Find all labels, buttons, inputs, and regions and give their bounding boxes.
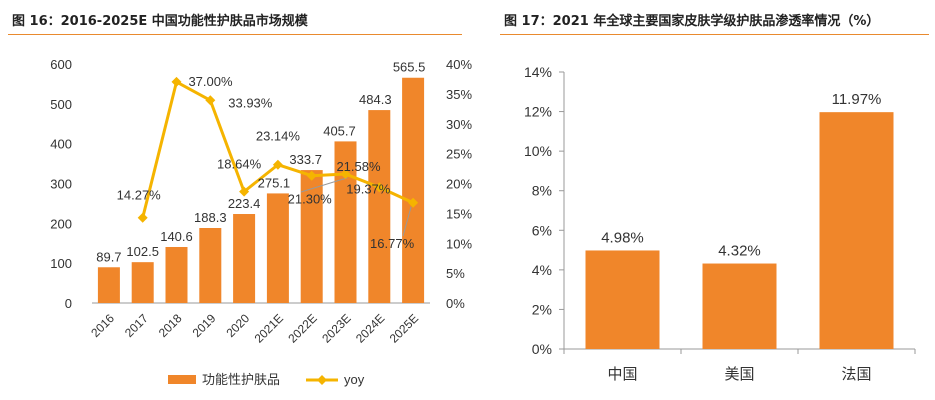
y-tick-label: 8% — [532, 183, 552, 199]
bar — [585, 250, 660, 349]
right-y-tick-label: 40% — [446, 57, 472, 72]
yoy-value-label: 21.30% — [288, 192, 333, 207]
penetration-rate-chart: 0% 2% 4% 6% 8% 10% 12% 14% 4.98% 中国 4.32% 美国 11.97% 法… — [524, 64, 916, 383]
bar — [165, 246, 188, 303]
left-y-tick-label: 300 — [50, 177, 72, 192]
yoy-marker — [272, 159, 283, 170]
bar — [300, 170, 323, 303]
legend-line-label: yoy — [344, 372, 365, 387]
left-title-rule — [8, 34, 462, 35]
yoy-value-label: 33.93% — [228, 95, 273, 110]
left-y-tick-label: 0 — [65, 296, 72, 311]
bar — [233, 214, 256, 303]
left-chart-panel: 图 16：2016-2025E 中国功能性护肤品市场规模 0 100 200 300 4… — [8, 14, 472, 387]
bar-value-label: 4.32% — [718, 243, 761, 260]
y-tick-label: 12% — [524, 104, 552, 120]
bar — [131, 262, 154, 303]
x-tick-label: 2022E — [285, 311, 319, 345]
right-figure-title: 图 17：2021 年全球主要国家皮肤学级护肤品渗透率情况（%） — [504, 14, 880, 29]
right-y-tick-label: 15% — [446, 206, 472, 221]
bar-value-label: 188.3 — [194, 210, 227, 225]
bar-value-label: 140.6 — [160, 229, 193, 244]
y-tick-label: 0% — [532, 341, 552, 357]
left-figure-title: 图 16：2016-2025E 中国功能性护肤品市场规模 — [12, 14, 308, 29]
y-tick-label: 14% — [524, 64, 552, 80]
right-y-tick-label: 0% — [446, 296, 465, 311]
x-tick-label: 2020 — [223, 311, 252, 340]
x-tick-label: 中国 — [607, 366, 637, 383]
right-y-tick-label: 10% — [446, 236, 472, 251]
bar-value-label: 565.5 — [393, 60, 426, 75]
x-tick-label: 2019 — [190, 311, 219, 340]
yoy-marker — [239, 186, 250, 197]
yoy-value-label: 18.64% — [217, 157, 262, 172]
yoy-marker — [408, 197, 419, 208]
left-y-tick-label: 100 — [50, 256, 72, 271]
yoy-value-label: 14.27% — [117, 188, 162, 203]
bar — [266, 193, 289, 303]
yoy-marker — [306, 170, 317, 181]
yoy-marker — [205, 95, 216, 106]
x-tick-label: 法国 — [841, 366, 871, 383]
bar-value-label: 484.3 — [359, 92, 392, 107]
y-tick-label: 6% — [532, 222, 552, 238]
bar — [702, 263, 777, 349]
yoy-marker — [171, 76, 182, 87]
y-tick-label: 10% — [524, 143, 552, 159]
bar-value-label: 11.97% — [832, 91, 882, 108]
yoy-value-label: 21.58% — [336, 159, 381, 174]
yoy-marker — [340, 169, 351, 180]
bar-value-label: 275.1 — [258, 175, 291, 190]
bar — [199, 227, 222, 303]
bar-value-label: 4.98% — [601, 229, 644, 246]
bar-value-label: 102.5 — [126, 244, 159, 259]
bar-value-label: 89.7 — [96, 249, 121, 264]
bar — [402, 77, 425, 304]
yoy-value-label: 37.00% — [188, 74, 233, 89]
x-tick-label: 2018 — [156, 311, 185, 340]
yoy-value-label: 23.14% — [256, 129, 301, 144]
left-y-tick-label: 200 — [50, 216, 72, 231]
legend-line-marker — [317, 375, 327, 385]
bar-value-label: 223.4 — [228, 196, 261, 211]
yoy-value-label: 19.37% — [346, 181, 391, 196]
right-chart-panel: 图 17：2021 年全球主要国家皮肤学级护肤品渗透率情况（%） 0% 2% 4% 6… — [492, 0, 935, 400]
bar — [819, 112, 894, 349]
bar — [334, 141, 357, 303]
bar — [368, 110, 391, 304]
right-y-tick-label: 25% — [446, 147, 472, 162]
legend-bar-label: 功能性护肤品 — [202, 372, 280, 387]
bar-value-label: 405.7 — [323, 123, 356, 138]
yoy-marker — [374, 182, 385, 193]
x-tick-label: 美国 — [724, 366, 754, 383]
bar-value-label: 333.7 — [289, 152, 322, 167]
right-y-tick-label: 30% — [446, 117, 472, 132]
right-title-rule — [500, 34, 929, 35]
x-tick-label: 2016 — [88, 311, 117, 340]
legend-bar-swatch — [168, 375, 196, 384]
yoy-marker — [137, 212, 148, 223]
market-size-chart: 0 100 200 300 400 500 600 0% 5% 10% 15% 20% 25% 30% 35… — [50, 57, 472, 387]
x-tick-label: 2023E — [319, 311, 353, 345]
right-y-tick-label: 20% — [446, 177, 472, 192]
left-y-tick-label: 400 — [50, 137, 72, 152]
yoy-value-label: 16.77% — [370, 236, 415, 251]
leader-line — [402, 206, 412, 237]
x-tick-label: 2021E — [252, 311, 286, 345]
y-tick-label: 4% — [532, 262, 552, 278]
right-y-tick-label: 5% — [446, 266, 465, 281]
right-y-tick-label: 35% — [446, 87, 472, 102]
left-y-tick-label: 500 — [50, 97, 72, 112]
x-tick-label: 2017 — [122, 311, 151, 340]
y-tick-label: 2% — [532, 301, 552, 317]
x-tick-label: 2025E — [387, 311, 421, 345]
left-y-tick-label: 600 — [50, 57, 72, 72]
x-tick-label: 2024E — [353, 311, 387, 345]
bar — [97, 267, 120, 303]
leader-line — [300, 177, 348, 193]
